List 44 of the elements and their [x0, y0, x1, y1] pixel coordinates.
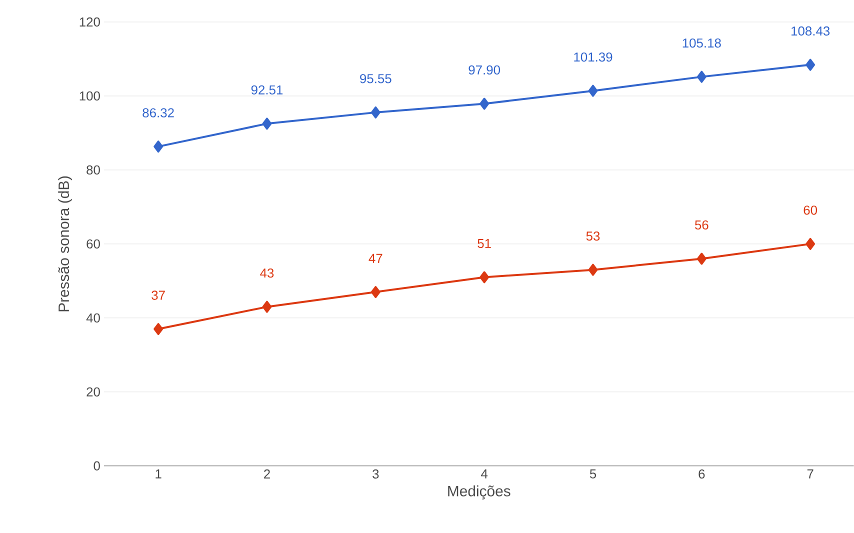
- point: [480, 271, 490, 284]
- y-tick-label: 0: [94, 461, 100, 471]
- point: [696, 70, 706, 83]
- point: [588, 84, 598, 97]
- data-label: 105.18: [682, 38, 721, 48]
- data-label: 37: [152, 290, 165, 300]
- point: [696, 252, 706, 265]
- data-label: 92.51: [251, 85, 283, 95]
- data-label: 95.55: [360, 74, 392, 84]
- point: [370, 286, 380, 298]
- y-tick-label: 20: [86, 387, 100, 397]
- data-label: 56: [694, 220, 708, 230]
- x-axis-title: Medições: [448, 485, 510, 500]
- point: [806, 238, 816, 250]
- y-tick-label: 40: [86, 313, 100, 323]
- y-axis-title: Pressão sonora (dB): [58, 176, 72, 312]
- point: [154, 323, 164, 336]
- x-tick-label: 1: [156, 469, 162, 478]
- data-label: 86.32: [142, 108, 174, 118]
- data-label: 97.90: [468, 65, 500, 75]
- x-tick-label: 6: [698, 469, 705, 479]
- point: [588, 264, 598, 276]
- y-tick-label: 80: [86, 165, 100, 175]
- point: [806, 58, 816, 71]
- point: [262, 300, 272, 313]
- data-label: 53: [586, 232, 600, 241]
- y-tick-label: 60: [86, 239, 100, 249]
- y-tick-label: 100: [80, 91, 100, 101]
- x-tick-label: 7: [807, 469, 814, 478]
- x-tick-label: 5: [590, 469, 596, 479]
- point: [480, 98, 490, 110]
- point: [262, 118, 272, 130]
- data-label: 101.39: [574, 52, 612, 62]
- data-label: 60: [804, 206, 818, 215]
- x-tick-label: 3: [372, 469, 379, 479]
- data-label: 108.43: [792, 26, 830, 36]
- point: [154, 140, 164, 153]
- data-label: 47: [368, 254, 382, 263]
- y-tick-label: 120: [80, 17, 100, 27]
- x-tick-label: 2: [264, 469, 270, 479]
- x-tick-label: 4: [481, 469, 488, 478]
- data-label: 51: [478, 239, 491, 248]
- point: [370, 106, 380, 118]
- data-label: 43: [260, 268, 274, 278]
